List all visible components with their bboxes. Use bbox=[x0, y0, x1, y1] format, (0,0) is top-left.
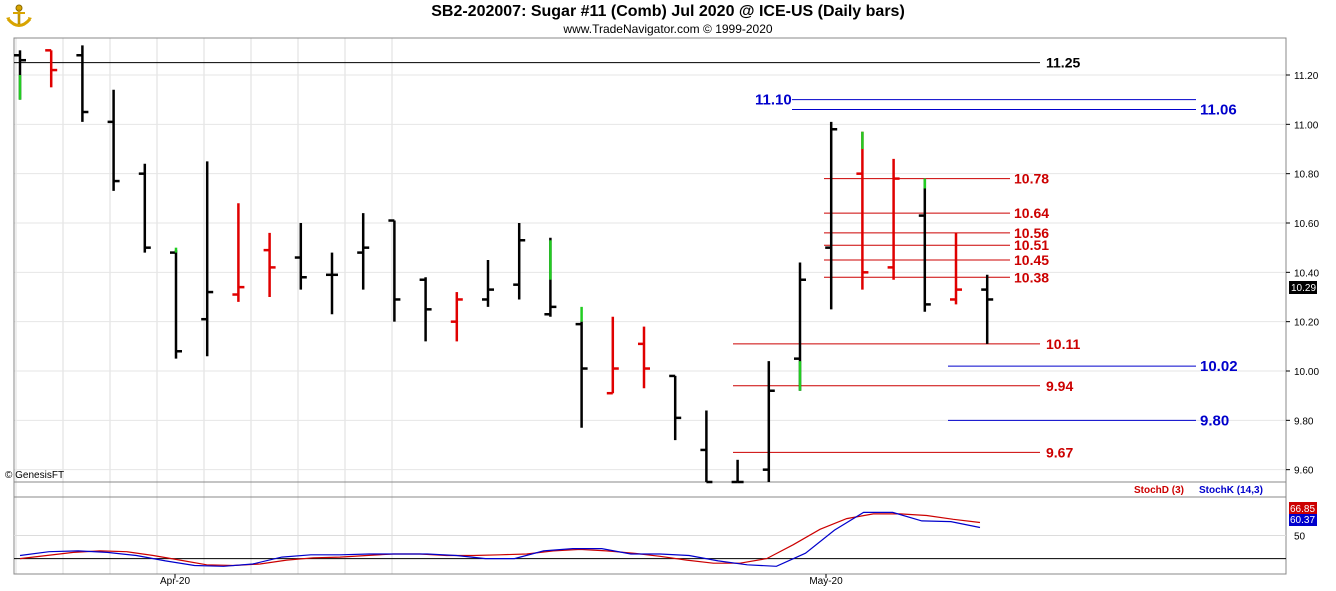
ohlc-bar bbox=[107, 89, 120, 191]
ohlc-bar bbox=[918, 178, 931, 312]
last-price-label: 10.29 bbox=[1291, 283, 1316, 294]
level-label: 10.64 bbox=[1014, 205, 1049, 221]
ohlc-bar bbox=[45, 49, 58, 88]
copyright-text: © GenesisFT bbox=[5, 470, 64, 481]
y-axis-ticks: 9.60 9.80 10.00 10.20 10.40 10.60 10.80 11.00 11… bbox=[1286, 71, 1319, 477]
stochk-line bbox=[19, 511, 981, 567]
level-label: 9.94 bbox=[1046, 378, 1073, 394]
ohlc-bar bbox=[388, 219, 401, 322]
level-label: 10.78 bbox=[1014, 171, 1049, 187]
ohlc-bar bbox=[419, 277, 432, 342]
stochd-line bbox=[19, 513, 981, 567]
ohlc-bar bbox=[232, 203, 245, 302]
stochastic-lines: 50 bbox=[14, 511, 1306, 567]
ohlc-bar bbox=[450, 292, 463, 342]
ohlc-bar bbox=[825, 121, 838, 310]
level-label: 10.11 bbox=[1046, 336, 1080, 352]
grid-lines bbox=[14, 38, 1286, 574]
y-tick-label: 10.20 bbox=[1294, 318, 1319, 329]
stochd-last-label: 66.85 bbox=[1290, 504, 1315, 515]
y-tick-label: 10.80 bbox=[1294, 170, 1319, 181]
ohlc-bar bbox=[606, 316, 619, 395]
stochastic-legend: StochD (3) StochK (14,3) bbox=[1134, 485, 1263, 496]
ohlc-bar bbox=[513, 223, 526, 300]
level-label: 10.02 bbox=[1200, 358, 1238, 375]
stochastic-last-tags: 60.37 66.85 bbox=[1289, 502, 1317, 526]
y-tick-label: 10.00 bbox=[1294, 367, 1319, 378]
level-label: 9.67 bbox=[1046, 444, 1073, 460]
ohlc-bar bbox=[700, 410, 713, 484]
ohlc-bar bbox=[950, 232, 962, 305]
y-tick-label: 11.00 bbox=[1294, 120, 1319, 131]
chart-header: SB2-202007: Sugar #11 (Comb) Jul 2020 @ … bbox=[0, 0, 1336, 38]
chart-subtitle: www.TradeNavigator.com © 1999-2020 bbox=[563, 22, 773, 36]
price-panel-frame bbox=[13, 37, 1287, 483]
price-levels: 11.25 11.10 11.06 10.78 10.64 10.5610.5110.45… bbox=[14, 55, 1238, 460]
x-axis-ticks: Apr-20 May-20 bbox=[160, 574, 843, 587]
ohlc-bar bbox=[762, 361, 775, 482]
ohlc-bar bbox=[263, 232, 276, 297]
ohlc-bar bbox=[357, 213, 370, 290]
ohlc-bar bbox=[170, 250, 182, 359]
y-tick-label: 9.60 bbox=[1294, 466, 1314, 477]
ohlc-bar bbox=[669, 374, 682, 441]
level-label: 11.25 bbox=[1046, 55, 1080, 71]
ohlc-bar bbox=[76, 45, 89, 122]
x-tick-label: Apr-20 bbox=[160, 576, 190, 587]
stochk-last-label: 60.37 bbox=[1290, 515, 1315, 526]
ohlc-bars bbox=[14, 45, 994, 484]
ohlc-bar bbox=[887, 158, 900, 280]
ohlc-bar bbox=[731, 459, 744, 484]
ohlc-bar bbox=[856, 131, 869, 290]
level-label: 9.80 bbox=[1200, 412, 1229, 429]
y-tick-label: 9.80 bbox=[1294, 416, 1314, 427]
anchor-logo-icon bbox=[6, 4, 32, 27]
ohlc-bar bbox=[575, 321, 588, 428]
level-label: 11.06 bbox=[1200, 102, 1237, 119]
level-label: 10.45 bbox=[1014, 252, 1049, 268]
level-label: 10.56 bbox=[1014, 225, 1049, 241]
ohlc-bar bbox=[326, 252, 338, 315]
chart-title: SB2-202007: Sugar #11 (Comb) Jul 2020 @ … bbox=[431, 3, 905, 20]
last-price-tag: 10.29 bbox=[1289, 281, 1317, 294]
y-tick-label: 11.20 bbox=[1294, 71, 1319, 82]
stochastic-panel-frame bbox=[13, 481, 1287, 575]
ohlc-bar bbox=[638, 326, 650, 389]
stoch-tick-label: 50 bbox=[1294, 532, 1306, 543]
legend-stochd: StochD (3) bbox=[1134, 485, 1184, 496]
y-tick-label: 10.40 bbox=[1294, 268, 1319, 279]
x-tick-label: May-20 bbox=[809, 576, 843, 587]
level-label: 10.38 bbox=[1014, 269, 1049, 285]
level-label: 10.51 bbox=[1014, 237, 1049, 253]
level-label: 11.10 bbox=[755, 92, 792, 109]
ohlc-bar bbox=[981, 274, 994, 344]
ohlc-bar bbox=[294, 223, 307, 290]
legend-stochk: StochK (14,3) bbox=[1199, 485, 1263, 496]
ohlc-bar bbox=[482, 260, 494, 307]
y-tick-label: 10.60 bbox=[1294, 219, 1319, 230]
ohlc-bar bbox=[138, 163, 151, 253]
ohlc-bar bbox=[201, 161, 214, 357]
